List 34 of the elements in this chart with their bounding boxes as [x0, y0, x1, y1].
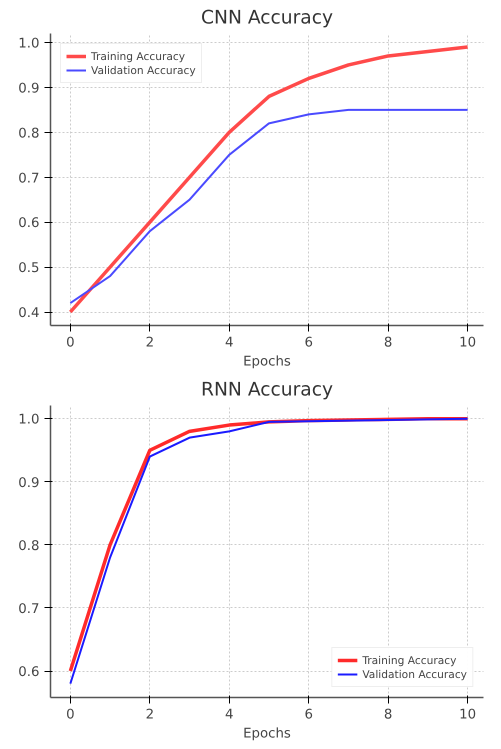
y-tick-label: 0.6 — [18, 216, 40, 232]
y-tick-label: 0.6 — [18, 665, 40, 680]
y-tick-label: 0.9 — [18, 476, 40, 491]
y-tick-label: 0.7 — [18, 171, 40, 186]
x-axis-title: Epochs — [243, 354, 291, 370]
y-tick-label: 1.0 — [18, 36, 40, 52]
chart-title: CNN Accuracy — [200, 8, 334, 28]
x-tick-label: 10 — [459, 336, 476, 350]
x-tick-label: 4 — [225, 708, 234, 722]
x-tick-label: 6 — [304, 708, 313, 722]
x-axis-title: Epochs — [243, 726, 291, 742]
y-tick-label: 0.8 — [18, 126, 40, 142]
y-tick-label: 0.4 — [18, 306, 40, 322]
x-tick-label: 10 — [459, 708, 476, 722]
legend-label: Validation Accuracy — [362, 667, 467, 681]
y-tick-label: 0.9 — [18, 81, 40, 96]
chart-title: RNN Accuracy — [201, 380, 333, 400]
x-tick-label: 2 — [146, 708, 154, 722]
line-series — [68, 45, 470, 314]
y-tick-label: 0.7 — [18, 602, 40, 617]
legend-label: Validation Accuracy — [91, 63, 196, 77]
x-tick-label: 0 — [66, 336, 75, 350]
y-tick-label: 0.5 — [18, 261, 40, 276]
x-tick-label: 2 — [146, 336, 154, 350]
x-tick-label: 4 — [225, 336, 234, 350]
y-tick-label: 0.8 — [18, 538, 40, 554]
x-tick-label: 6 — [304, 336, 313, 350]
line-series — [69, 108, 469, 304]
x-tick-label: 8 — [384, 336, 392, 350]
y-tick-label: 1.0 — [18, 412, 40, 428]
x-tick-label: 0 — [66, 708, 75, 722]
legend-label: Training Accuracy — [91, 49, 186, 63]
legend-label: Training Accuracy — [362, 653, 456, 667]
x-tick-label: 8 — [384, 708, 392, 722]
